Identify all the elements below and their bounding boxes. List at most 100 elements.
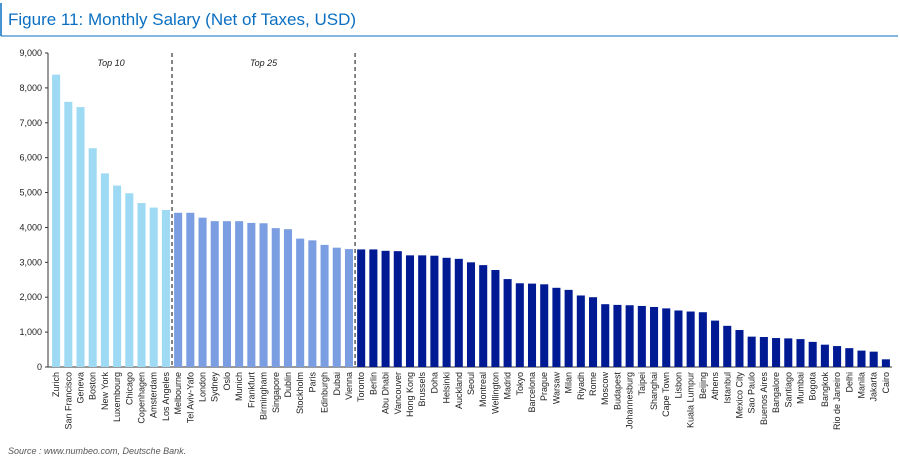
bar <box>222 221 231 367</box>
bar <box>430 255 439 367</box>
y-tick-label: 2,000 <box>19 292 42 302</box>
bar <box>52 74 61 368</box>
bar <box>210 221 219 367</box>
bar <box>589 297 598 367</box>
bar <box>332 247 341 367</box>
bar <box>418 255 427 367</box>
bar <box>100 173 109 367</box>
y-tick-label: 9,000 <box>19 48 42 58</box>
x-tick-label: Oslo <box>222 372 232 391</box>
bar <box>625 305 634 367</box>
x-tick-label: Zurich <box>51 372 61 397</box>
bar <box>845 348 854 367</box>
bar <box>552 287 561 367</box>
x-tick-label: Delhi <box>844 372 854 393</box>
x-tick-label: Athens <box>710 372 720 401</box>
y-tick-label: 0 <box>37 362 42 372</box>
x-tick-label: Doha <box>429 372 439 394</box>
bar <box>64 101 73 367</box>
bar <box>454 258 463 367</box>
bar <box>540 284 549 367</box>
bar <box>503 279 512 367</box>
x-tick-label: Los Angeles <box>161 372 171 422</box>
x-tick-label: Melbourne <box>173 372 183 415</box>
x-tick-label: Lisbon <box>673 372 683 399</box>
bar <box>283 229 292 367</box>
x-tick-label: Cairo <box>881 372 891 394</box>
x-tick-label: Kuala Lumpur <box>686 372 696 428</box>
bar <box>576 295 585 367</box>
bar <box>613 304 622 367</box>
x-tick-label: Jakarta <box>869 372 879 402</box>
chart-title: Figure 11: Monthly Salary (Net of Taxes,… <box>8 10 356 29</box>
y-tick-label: 5,000 <box>19 188 42 198</box>
bar <box>186 212 195 367</box>
bar <box>601 304 610 367</box>
bar <box>271 228 280 367</box>
bar <box>637 305 646 367</box>
bar <box>369 249 378 367</box>
group-label: Top 25 <box>250 58 278 68</box>
bar <box>662 308 671 367</box>
x-tick-label: London <box>198 372 208 402</box>
bar <box>113 185 122 367</box>
x-tick-label: Bangalore <box>771 372 781 413</box>
x-tick-label: Tel Aviv-Yafo <box>185 372 195 423</box>
x-tick-label: Auckland <box>454 372 464 409</box>
bar <box>796 339 805 367</box>
bar <box>747 336 756 367</box>
bar <box>527 283 537 367</box>
bar <box>393 251 402 367</box>
bar <box>405 255 415 367</box>
bar <box>125 193 134 367</box>
x-tick-label: Munich <box>234 372 244 401</box>
bar <box>320 244 329 367</box>
bar <box>515 283 524 367</box>
x-tick-label: Hong Kong <box>405 372 415 417</box>
x-tick-label: Chicago <box>124 372 134 405</box>
x-tick-label: Edinburgh <box>320 372 330 413</box>
bar <box>161 210 170 367</box>
bar <box>479 265 488 367</box>
x-tick-label: Helsinki <box>442 372 452 404</box>
x-tick-label: Budapest <box>612 372 622 411</box>
bar <box>442 257 451 367</box>
x-tick-label: New York <box>100 372 110 411</box>
bar <box>833 346 842 367</box>
bar <box>711 320 720 367</box>
bar <box>344 249 353 367</box>
x-tick-label: Santiago <box>783 372 793 408</box>
x-tick-label: Prague <box>539 372 549 401</box>
y-tick-label: 7,000 <box>19 118 42 128</box>
x-tick-label: Shanghai <box>649 372 659 410</box>
bar <box>247 222 256 367</box>
x-tick-label: Rio de Janeiro <box>832 372 842 430</box>
x-tick-label: Copenhagen <box>137 372 147 424</box>
bar <box>723 325 732 367</box>
y-tick-label: 1,000 <box>19 327 42 337</box>
y-tick-label: 4,000 <box>19 222 42 232</box>
x-tick-label: Mumbai <box>795 372 805 404</box>
x-tick-label: Milan <box>564 372 574 394</box>
source-note: Source : www.numbeo.com, Deutsche Bank. <box>8 446 186 456</box>
bar <box>759 336 768 367</box>
bar <box>808 341 817 367</box>
x-tick-label: Wellington <box>490 372 500 414</box>
x-tick-label: Cape Town <box>661 372 671 417</box>
x-tick-label: Rome <box>588 372 598 396</box>
bar <box>857 350 866 367</box>
bar <box>735 330 744 367</box>
bar <box>869 351 878 367</box>
x-tick-label: Dubai <box>332 372 342 396</box>
bar <box>76 107 85 368</box>
x-tick-label: Geneva <box>76 372 86 404</box>
x-tick-label: Luxembourg <box>112 372 122 422</box>
x-tick-label: Madrid <box>503 372 513 400</box>
bar <box>820 344 829 367</box>
x-tick-label: Tokyo <box>515 372 525 396</box>
bar <box>174 212 183 367</box>
x-tick-label: Montreal <box>478 372 488 407</box>
bar <box>772 338 781 367</box>
x-tick-label: Dublin <box>283 372 293 398</box>
